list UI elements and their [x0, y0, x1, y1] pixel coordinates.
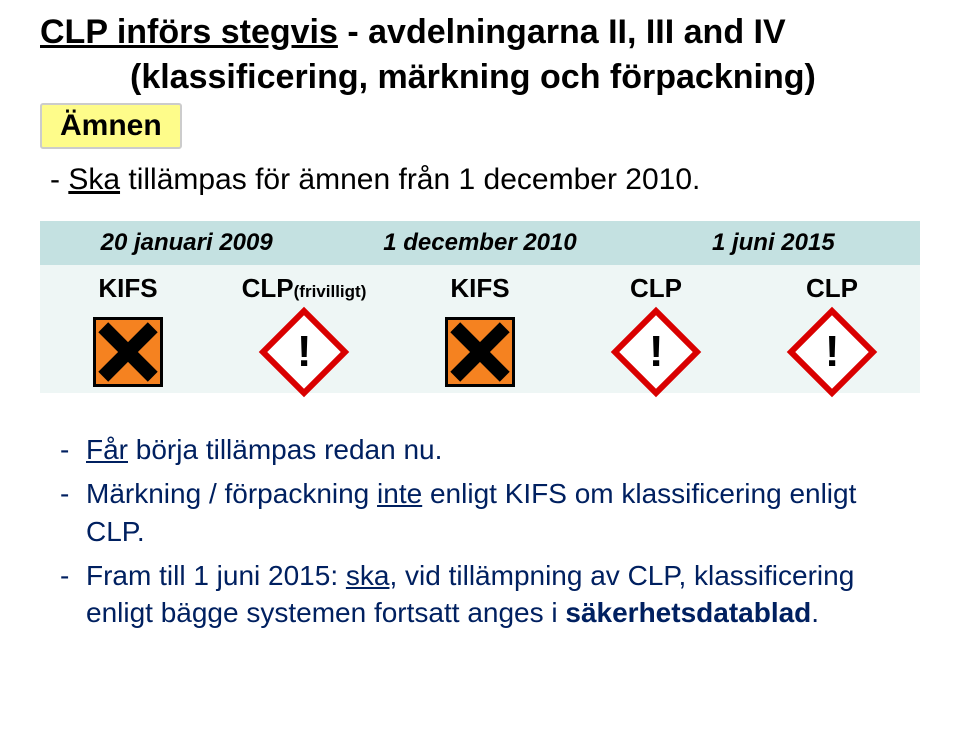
list-item: -Får börja tillämpas redan nu. [60, 431, 920, 469]
title-underlined: CLP införs stegvis [40, 13, 338, 51]
title-rest: - avdelningarna II, III and IV [338, 13, 786, 51]
clp-hazard-icon: ! [611, 307, 702, 398]
table-header: 20 januari 2009 [40, 229, 333, 257]
ska-rest: tillämpas för ämnen från 1 december 2010… [120, 163, 700, 196]
ska-dash: - [50, 163, 68, 196]
table-icon-cell: ! [568, 320, 744, 384]
clp-hazard-icon: ! [259, 307, 350, 398]
table-icon-cell [392, 317, 568, 387]
table-icon-cell: ! [744, 320, 920, 384]
table-label: KIFS [392, 273, 568, 304]
table-icon-row: ! ! ! [40, 311, 920, 393]
clp-hazard-icon: ! [787, 307, 878, 398]
table-label: CLP [568, 273, 744, 304]
table-header: 1 december 2010 [333, 229, 626, 257]
table-label: CLP(frivilligt) [216, 273, 392, 304]
list-dash: - [60, 557, 86, 633]
title-line-2: (klassificering, märkning och förpacknin… [130, 58, 920, 97]
table-label: KIFS [40, 273, 216, 304]
ska-line: - Ska tillämpas för ämnen från 1 decembe… [50, 163, 920, 197]
ska-underlined: Ska [68, 163, 120, 196]
table-label-row: KIFS CLP(frivilligt) KIFS CLP CLP [40, 265, 920, 311]
table-icon-cell [40, 317, 216, 387]
list-dash: - [60, 431, 86, 469]
list-dash: - [60, 475, 86, 551]
list-item: -Märkning / förpackning inte enligt KIFS… [60, 475, 920, 551]
list-item: -Fram till 1 juni 2015: ska, vid tillämp… [60, 557, 920, 633]
table-icon-cell: ! [216, 320, 392, 384]
list-text: Får börja tillämpas redan nu. [86, 431, 442, 469]
list-text: Fram till 1 juni 2015: ska, vid tillämpn… [86, 557, 920, 633]
slide-page: CLP införs stegvis - avdelningarna II, I… [0, 0, 960, 658]
kifs-hazard-icon [93, 317, 163, 387]
table-header: 1 juni 2015 [627, 229, 920, 257]
title-line-1: CLP införs stegvis - avdelningarna II, I… [40, 10, 920, 54]
amnen-badge: Ämnen [40, 103, 182, 149]
lower-list: -Får börja tillämpas redan nu.-Märkning … [60, 431, 920, 632]
table-label: CLP [744, 273, 920, 304]
table-header-row: 20 januari 2009 1 december 2010 1 juni 2… [40, 221, 920, 265]
timeline-table: 20 januari 2009 1 december 2010 1 juni 2… [40, 221, 920, 393]
list-text: Märkning / förpackning inte enligt KIFS … [86, 475, 920, 551]
kifs-hazard-icon [445, 317, 515, 387]
